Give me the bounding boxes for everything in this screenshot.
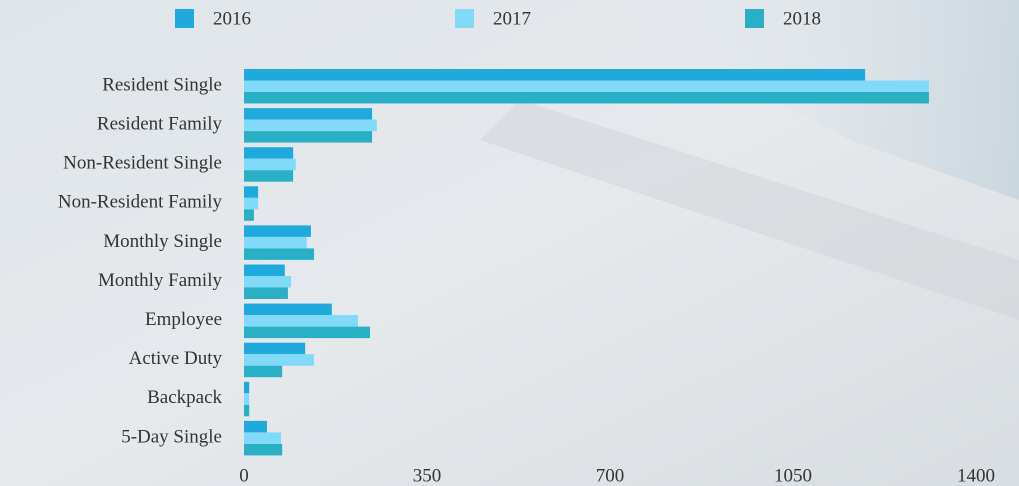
y-tick-label: Resident Single (102, 74, 222, 95)
bar (244, 366, 282, 378)
bar (244, 421, 267, 433)
bar (244, 225, 311, 237)
bar (244, 248, 314, 260)
bar (244, 288, 288, 300)
bar (244, 237, 307, 249)
page: {"chart_data": {"type": "bar", "orientat… (0, 0, 1019, 486)
x-tick-label: 700 (596, 465, 625, 486)
x-tick-label: 1400 (957, 465, 995, 486)
y-tick-label: Non-Resident Family (58, 192, 223, 213)
chart: 2016 2017 2018 0 350 700 1050 1400 Resident Sing… (0, 0, 1019, 486)
y-tick-label: Resident Family (97, 113, 223, 134)
bar (244, 393, 249, 405)
y-tick-label: Non-Resident Single (63, 153, 222, 174)
bar (244, 382, 249, 394)
y-tick-label: Active Duty (129, 348, 223, 369)
bar (244, 92, 929, 104)
bar (244, 444, 282, 456)
bar (244, 81, 929, 93)
bar (244, 304, 332, 316)
bar (244, 354, 314, 366)
bar (244, 343, 305, 355)
bar (244, 198, 258, 210)
bar (244, 209, 254, 221)
x-tick-label: 0 (239, 465, 249, 486)
x-tick-label: 350 (413, 465, 442, 486)
legend-label: 2017 (493, 8, 531, 29)
x-tick-label: 1050 (774, 465, 812, 486)
y-tick-label: Monthly Single (103, 231, 222, 252)
bar (244, 186, 258, 198)
bar (244, 69, 865, 81)
bar (244, 120, 377, 132)
y-tick-label: Monthly Family (98, 270, 223, 291)
legend-swatch (745, 9, 764, 28)
bar (244, 108, 372, 120)
bar (244, 147, 293, 159)
bar (244, 159, 296, 171)
bar (244, 170, 293, 182)
legend-label: 2018 (783, 8, 821, 29)
legend-swatch (175, 9, 194, 28)
y-tick-label: Employee (145, 309, 222, 330)
y-tick-label: 5-Day Single (121, 426, 222, 447)
bar (244, 405, 249, 417)
bar (244, 131, 372, 143)
legend-swatch (455, 9, 474, 28)
legend-label: 2016 (213, 8, 251, 29)
bar (244, 315, 358, 327)
y-tick-label: Backpack (147, 387, 222, 408)
bar (244, 265, 285, 277)
bar (244, 276, 291, 288)
bar (244, 327, 370, 339)
bar (244, 432, 281, 444)
